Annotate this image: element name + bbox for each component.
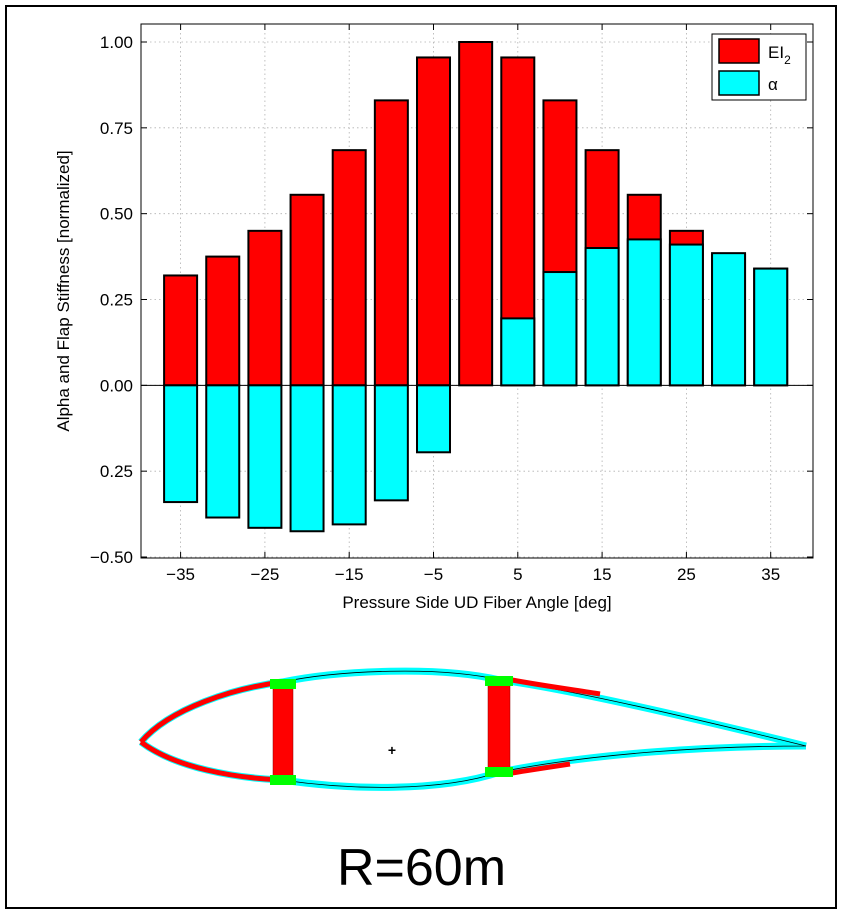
bar-alpha (163, 384, 199, 504)
bar-alpha (373, 384, 409, 502)
y-tick-label: −0.50 (90, 548, 133, 567)
spar-cap-front-lower (270, 775, 296, 785)
legend-swatch-alpha (718, 70, 760, 96)
legend-label-ei2: EI2 (768, 43, 791, 67)
airfoil-cross-section: + (138, 667, 807, 791)
bar-ei2 (458, 41, 494, 387)
bar-alpha (331, 384, 367, 526)
radius-caption: R=60m (336, 839, 507, 897)
bar-alpha (416, 384, 451, 454)
y-tick-label: 0.00 (100, 376, 133, 395)
x-tick-label: 25 (677, 565, 696, 584)
airfoil-upper-skin (138, 667, 807, 750)
spar-cap-rear-upper (485, 676, 513, 686)
x-tick-label: −25 (250, 565, 279, 584)
x-tick-label: 5 (513, 565, 522, 584)
bar-alpha (289, 384, 325, 533)
bar-ei2 (331, 149, 367, 387)
bar-alpha (247, 384, 283, 529)
bar-alpha (500, 317, 536, 387)
airfoil-trailing-panel-lower (511, 761, 571, 776)
bar-ei2 (416, 56, 451, 387)
bar-alpha (753, 267, 789, 387)
bar-ei2 (163, 274, 199, 387)
figure-frame (5, 5, 837, 909)
x-tick-label: −15 (335, 565, 364, 584)
x-tick-label: −35 (166, 565, 195, 584)
bar-ei2 (373, 99, 409, 387)
airfoil-leading-edge-upper (139, 679, 283, 744)
bar-ei2 (247, 229, 283, 387)
airfoil-trailing-panel-upper (511, 677, 601, 697)
legend: EI2 α (711, 33, 807, 101)
airfoil-leading-edge-lower (139, 740, 283, 783)
bar-chart: 1.000.750.500.250.000.25−0.50 −35 −25 −15−… (54, 23, 814, 612)
y-axis-ticks: 1.00 0.75 0.50 0.25 0.00 0.25 −0.50 (90, 33, 813, 567)
spar-cap-rear-lower (485, 767, 513, 777)
y-tick-label: 0.75 (100, 119, 133, 138)
shear-web-rear (487, 681, 511, 774)
bar-alpha (711, 252, 747, 387)
bar-ei2 (289, 193, 325, 387)
x-tick-label: 35 (761, 565, 780, 584)
bar-alpha (626, 238, 662, 387)
bar-alpha (668, 243, 704, 387)
x-tick-label: −5 (424, 565, 443, 584)
y-tick-label: 0.25 (100, 462, 133, 481)
x-tick-label: 15 (593, 565, 612, 584)
bar-alpha (205, 384, 241, 519)
y-tick-label: 1.00 (100, 33, 133, 52)
centroid-marker-icon: + (388, 742, 396, 758)
y-axis-label: Alpha and Flap Stiffness [normalized] (54, 150, 73, 431)
spar-cap-front-upper (270, 679, 296, 689)
airfoil-outline (140, 670, 807, 788)
bars (163, 41, 789, 533)
bar-alpha (542, 271, 578, 387)
y-tick-label: 0.50 (100, 205, 133, 224)
x-axis-label: Pressure Side UD Fiber Angle [deg] (342, 593, 611, 612)
legend-label-alpha: α (768, 75, 778, 94)
bar-ei2 (205, 255, 241, 387)
x-axis-ticks: −35 −25 −15 −5 5 15 25 35 (166, 24, 780, 584)
legend-swatch-ei2 (718, 38, 760, 64)
y-tick-label: 0.25 (100, 291, 133, 310)
shear-web-front (272, 685, 294, 780)
bar-alpha (584, 247, 620, 387)
